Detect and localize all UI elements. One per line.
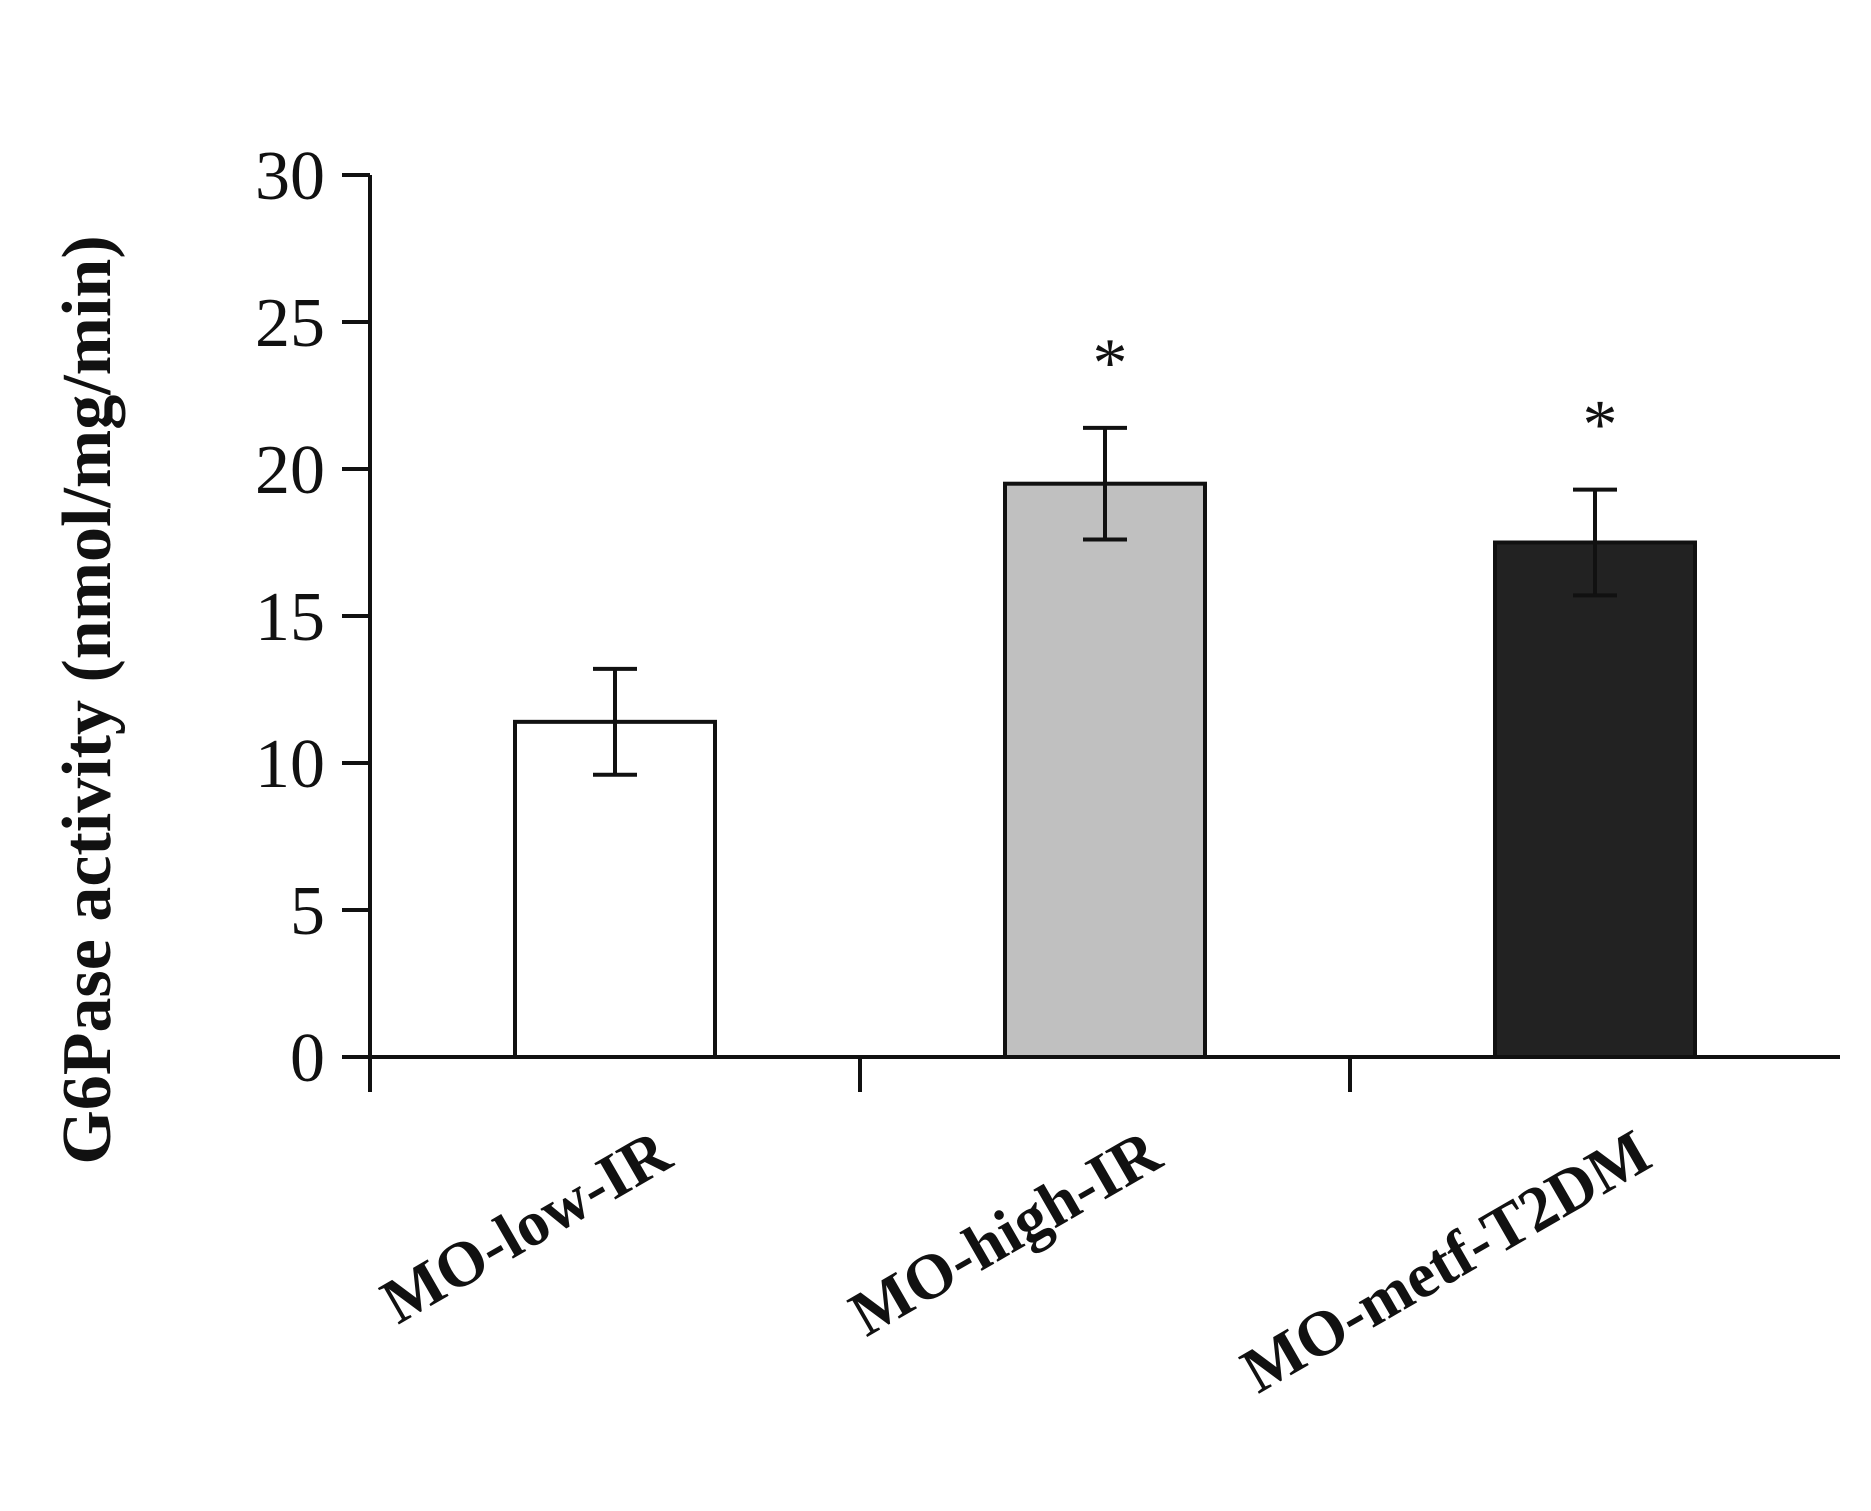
bar-MO-low-IR (513, 719, 717, 1060)
x-category-label: MO-metf-T2DM (1229, 1116, 1662, 1407)
error-bars (593, 425, 1617, 777)
y-axis: 0 5 10 15 20 25 30 (255, 138, 372, 1097)
y-tick-label: 25 (255, 285, 325, 362)
bars (513, 481, 1697, 1060)
bar-MO-high-IR (1003, 481, 1207, 1059)
category-labels: MO-low-IR MO-high-IR MO-metf-T2DM (369, 1115, 1662, 1406)
y-axis-title-group: G6Pase activity (nmol/mg/min) (49, 235, 126, 1164)
y-tick-label: 10 (255, 726, 325, 803)
significance-mark-MO-metf-T2DM: * (1583, 387, 1618, 464)
y-tick-label: 15 (255, 579, 325, 656)
y-tick-label: 5 (290, 873, 325, 950)
y-tick-label: 20 (255, 432, 325, 509)
x-category-label: MO-low-IR (369, 1115, 682, 1337)
bar-MO-metf-T2DM (1493, 540, 1697, 1059)
y-tick-label: 30 (255, 138, 325, 215)
y-axis-title: G6Pase activity (nmol/mg/min) (49, 235, 126, 1164)
significance-mark-MO-high-IR: * (1093, 325, 1128, 402)
significance-marks: ** (1093, 325, 1618, 464)
x-category-label: MO-high-IR (838, 1115, 1173, 1349)
y-tick-label: 0 (290, 1020, 325, 1097)
x-axis (342, 1055, 1840, 1092)
